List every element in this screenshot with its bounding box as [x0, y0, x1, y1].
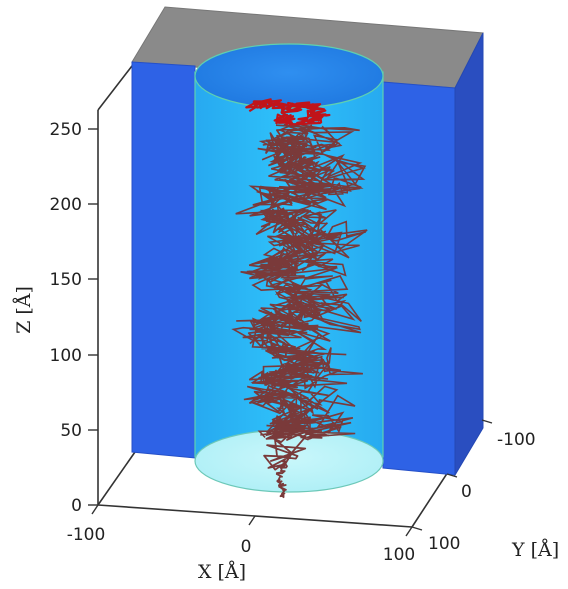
x-tick-mark [405, 526, 413, 537]
z-tick-label: 200 [50, 195, 82, 215]
polymer-trajectory-strand [268, 125, 368, 441]
pore-top-cap [194, 43, 384, 109]
z-tick-label: 100 [50, 346, 82, 366]
membrane-side-face [454, 32, 484, 477]
z-tick-label: 50 [60, 421, 82, 441]
x-tick-label: -100 [67, 525, 106, 545]
back-edge-top [97, 61, 136, 111]
y-tick-mark [446, 473, 458, 478]
membrane-left-face [131, 61, 196, 459]
y-tick-mark [411, 526, 423, 531]
x-tick-label: 100 [383, 545, 415, 565]
y-axis-label: Y [Å] [511, 539, 559, 561]
membrane-right-face [382, 81, 456, 476]
trajectory-layer [231, 98, 368, 499]
z-tick-label: 150 [50, 270, 82, 290]
y-tick-mark [481, 419, 493, 424]
z-axis-label: Z [Å] [13, 286, 35, 334]
x-axis-label: X [Å] [198, 561, 246, 583]
x-ticks [91, 504, 413, 537]
z-tick-label: 250 [50, 120, 82, 140]
x-tick-mark [248, 515, 256, 526]
z-ticks [88, 128, 98, 506]
x-tick-mark [91, 504, 99, 515]
y-tick-label: 0 [461, 482, 472, 502]
back-floor-edge [97, 451, 136, 506]
polymer-top-segment-line [245, 98, 331, 126]
polymer-trajectory-strand [235, 122, 340, 440]
x-tick-label: 0 [241, 537, 252, 557]
y-tick-label: -100 [497, 430, 536, 450]
z-tick-label: 0 [71, 496, 82, 516]
y-ticks [411, 419, 493, 531]
y-tick-label: 100 [428, 534, 460, 554]
